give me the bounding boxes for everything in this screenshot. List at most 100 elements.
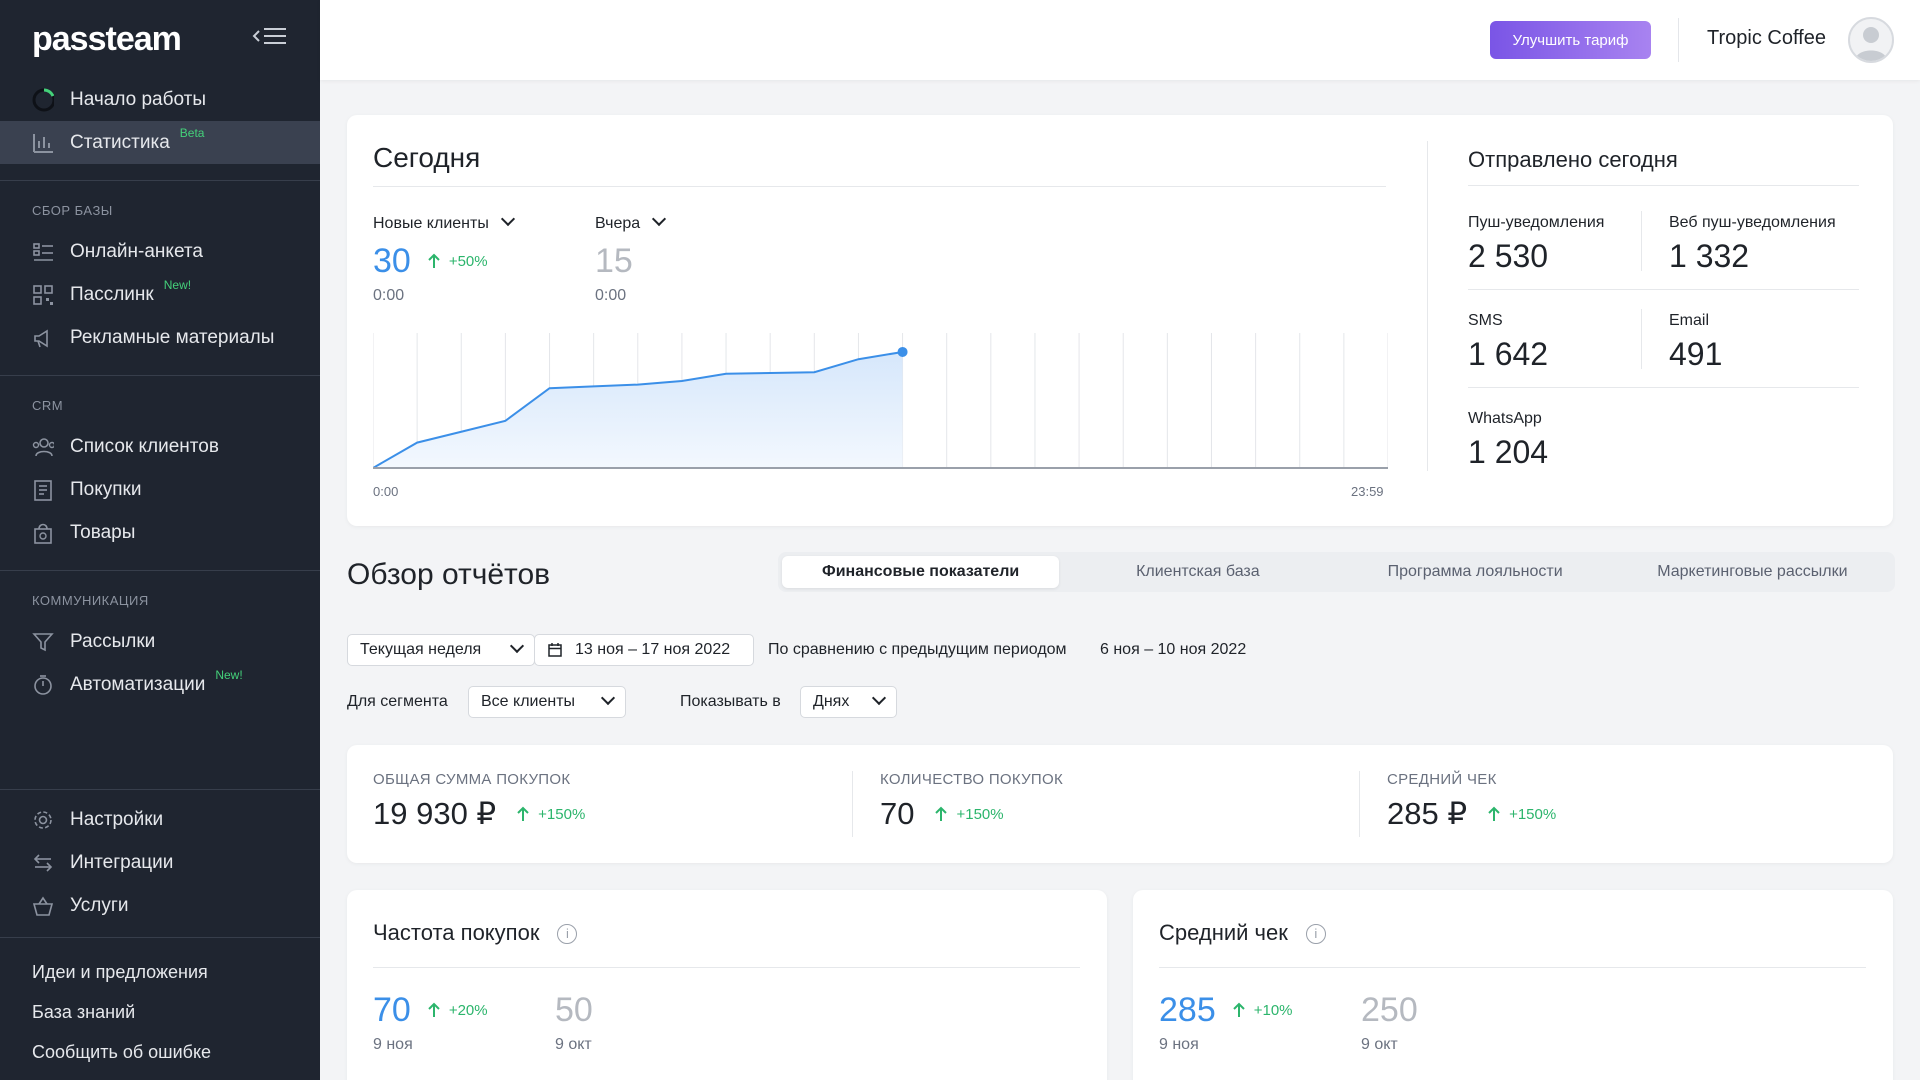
compare-label: По сравнению с предыдущим периодом [768, 641, 1067, 658]
logo: passteam [32, 19, 182, 58]
chevron-down-icon [600, 690, 616, 706]
date-range-value: 13 ноя – 17 ноя 2022 [575, 641, 731, 658]
section-title-base: Сбор базы [32, 203, 113, 218]
today-title: Сегодня [373, 142, 481, 173]
upgrade-plan-button[interactable]: Улучшить тариф [1490, 21, 1651, 59]
shopping-bag-icon [32, 522, 54, 544]
kpi-delta: +150% [956, 805, 1004, 823]
sent-email: Email 491 [1669, 312, 1722, 373]
knowledge-base-link[interactable]: База знаний [32, 1001, 136, 1022]
sent-today-title: Отправлено сегодня [1468, 147, 1678, 172]
sidebar-item-label: Услуги [70, 894, 129, 916]
avatar[interactable] [1848, 17, 1894, 63]
arrow-up-icon [932, 805, 956, 823]
compare-range: 6 ноя – 10 ноя 2022 [1100, 641, 1247, 658]
arrow-up-icon [1485, 805, 1509, 823]
sidebar-divider [0, 937, 320, 938]
freq-prev-date: 9 окт [555, 1036, 592, 1053]
sidebar-item-label: Автоматизации [70, 673, 206, 695]
chart-last-point[interactable] [897, 346, 908, 357]
metric-a-dropdown[interactable]: Новые клиенты [373, 211, 515, 233]
gear-icon [32, 809, 54, 831]
show-in-label: Показывать в [680, 693, 781, 710]
kpi-label: КОЛИЧЕСТВО ПОКУПОК [880, 771, 1064, 788]
period-select[interactable]: Текущая неделя [347, 634, 535, 666]
section-title-communication: Коммуникация [32, 593, 149, 608]
purchase-frequency-card: Частота покупок i 70 +20% 9 ноя 50 9 окт [347, 890, 1107, 1080]
freq-title: Частота покупок [373, 920, 540, 945]
metric-a-value-row: 30 +50% [373, 242, 488, 281]
sidebar-item-passlink[interactable]: Пасслинк New! [0, 273, 320, 316]
tab-client-base[interactable]: Клиентская база [1136, 563, 1260, 580]
new-badge: New! [215, 667, 243, 682]
kpi-purchase-count: КОЛИЧЕСТВО ПОКУПОК 70 +150% [880, 771, 1063, 832]
freq-delta: +20% [448, 1002, 488, 1019]
sidebar-item-automations[interactable]: Автоматизации New! [0, 663, 320, 706]
segment-select[interactable]: Все клиенты [468, 686, 626, 718]
sidebar-item-label: Пасслинк [70, 283, 154, 305]
sidebar-item-integrations[interactable]: Интеграции [0, 841, 320, 884]
sidebar-item-ad-materials[interactable]: Рекламные материалы [0, 316, 320, 359]
sidebar-item-clients[interactable]: Список клиентов [0, 425, 320, 468]
header-separator [1678, 18, 1679, 62]
period-select-value: Текущая неделя [360, 641, 482, 658]
sent-value: 1 332 [1669, 238, 1750, 274]
freq-prev-value: 50 [555, 991, 593, 1029]
sent-value: 491 [1669, 336, 1723, 372]
tab-loyalty[interactable]: Программа лояльности [1387, 563, 1563, 580]
date-range-picker[interactable]: 13 ноя – 17 ноя 2022 [534, 634, 754, 666]
sidebar-item-start[interactable]: Начало работы [0, 78, 320, 121]
chart-area-fill [373, 351, 903, 468]
avg-value: 285 [1159, 991, 1216, 1029]
metric-b-dropdown[interactable]: Вчера [595, 211, 667, 233]
avg-date: 9 ноя [1159, 1036, 1199, 1053]
logo-row: passteam [0, 0, 320, 78]
collapse-sidebar-icon[interactable] [252, 24, 288, 55]
sidebar-item-products[interactable]: Товары [0, 511, 320, 554]
sidebar-item-label: Товары [70, 521, 136, 543]
segment-label: Для сегмента [347, 693, 448, 710]
metric-b-time: 0:00 [595, 287, 627, 304]
sidebar-item-label: Покупки [70, 478, 142, 500]
timer-icon [32, 674, 54, 696]
avg-divider [1159, 967, 1866, 968]
sidebar-item-online-form[interactable]: Онлайн-анкета [0, 230, 320, 273]
today-divider [373, 186, 1386, 187]
sidebar-item-label: Рекламные материалы [70, 326, 275, 348]
report-tabs: Финансовые показатели Клиентская база Пр… [778, 552, 1895, 592]
basket-icon [32, 895, 54, 917]
granularity-select[interactable]: Днях [800, 686, 897, 718]
sidebar-divider [0, 375, 320, 376]
segment-select-value: Все клиенты [481, 693, 576, 710]
sent-value: 1 642 [1468, 336, 1549, 372]
info-icon[interactable]: i [1305, 924, 1326, 945]
tab-marketing[interactable]: Маркетинговые рассылки [1657, 563, 1848, 580]
sent-col-divider [1641, 211, 1642, 271]
freq-title-row: Частота покупок i [373, 920, 578, 946]
section-title-crm: CRM [32, 398, 64, 413]
avg-title: Средний чек [1159, 920, 1288, 945]
report-bug-link[interactable]: Сообщить об ошибке [32, 1041, 212, 1062]
metric-a-label: Новые клиенты [373, 215, 489, 232]
sidebar-item-label: Интеграции [70, 851, 174, 873]
calendar-icon [547, 642, 563, 658]
company-name[interactable]: Tropic Coffee [1707, 27, 1826, 49]
receipt-icon [32, 479, 54, 501]
ideas-link[interactable]: Идеи и предложения [32, 961, 208, 982]
sent-push: Пуш-уведомления 2 530 [1468, 214, 1604, 275]
tab-financial[interactable]: Финансовые показатели [782, 556, 1060, 588]
sidebar-item-services[interactable]: Услуги [0, 884, 320, 927]
swap-arrows-icon [32, 852, 54, 874]
sidebar-item-purchases[interactable]: Покупки [0, 468, 320, 511]
kpi-delta: +150% [538, 805, 586, 823]
kpi-value: 19 930 ₽ [373, 796, 497, 831]
sidebar-item-settings[interactable]: Настройки [0, 798, 320, 841]
sent-divider [1468, 185, 1859, 186]
info-icon[interactable]: i [557, 924, 578, 945]
metric-b-value: 15 [595, 242, 633, 280]
arrow-up-icon [425, 252, 449, 270]
sidebar-item-label: Рассылки [70, 630, 156, 652]
sidebar-item-statistics[interactable]: Статистика Beta [0, 121, 320, 164]
sidebar-item-mailings[interactable]: Рассылки [0, 620, 320, 663]
kpi-delta: +150% [1509, 805, 1557, 823]
